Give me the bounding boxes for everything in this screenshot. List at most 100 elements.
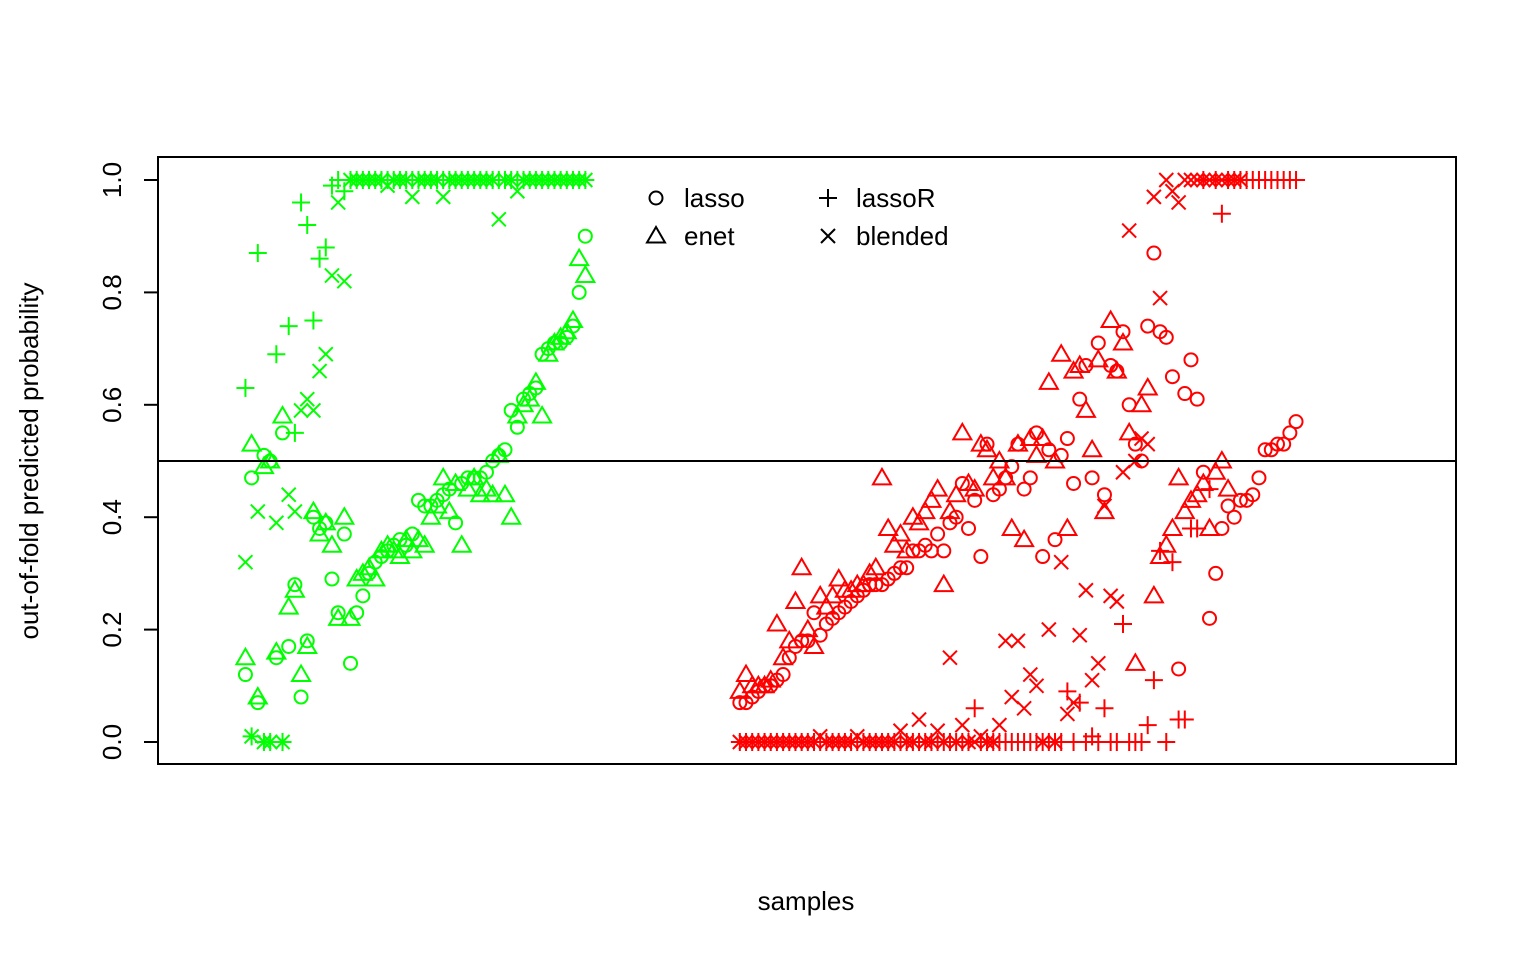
point-enet-group1: [438, 500, 461, 520]
point-enet-group1: [265, 641, 288, 660]
point-enet-group1: [420, 506, 442, 525]
point-blended-group2: [756, 734, 773, 750]
point-blended-group2: [905, 734, 921, 750]
point-enet-group2: [778, 629, 801, 649]
point-blended-group2: [831, 734, 847, 750]
point-lassoR-group1: [285, 423, 304, 442]
point-enet-group2: [1106, 360, 1128, 379]
point-lassoR-group2: [1287, 171, 1306, 189]
point-enet-group2: [1161, 517, 1184, 536]
point-enet-group2: [908, 511, 930, 531]
point-enet-group2: [1180, 489, 1202, 508]
point-blended-group2: [991, 717, 1008, 733]
point-enet-group2: [1038, 371, 1060, 390]
point-enet-group1: [352, 562, 374, 581]
point-enet-group2: [766, 612, 788, 632]
point-blended-group2: [948, 734, 964, 750]
point-blended-group1: [293, 402, 309, 419]
point-lasso-group2: [1232, 492, 1248, 508]
point-enet-group1: [364, 568, 386, 587]
point-lasso-group2: [1090, 335, 1106, 351]
point-blended-group2: [861, 734, 878, 750]
point-enet-group1: [290, 663, 312, 683]
point-lassoR-group2: [1095, 699, 1114, 718]
point-lasso-group1: [324, 571, 340, 587]
point-enet-group1: [543, 331, 566, 351]
point-enet-group2: [815, 596, 838, 615]
point-blended-group2: [1152, 290, 1168, 306]
point-blended-group2: [769, 734, 785, 750]
point-blended-group1: [571, 172, 587, 188]
point-blended-group1: [454, 172, 470, 188]
point-enet-group2: [988, 450, 1011, 469]
point-blended-group1: [250, 503, 266, 520]
point-blended-group1: [429, 172, 445, 188]
point-enet-group2: [1001, 517, 1023, 536]
point-blended-group2: [763, 734, 779, 750]
point-lasso-group2: [1251, 470, 1267, 486]
point-lasso-group2: [1270, 436, 1285, 452]
point-blended-group2: [917, 734, 933, 750]
point-blended-group1: [478, 172, 495, 188]
point-lasso-group2: [961, 520, 976, 536]
point-enet-group2: [1019, 427, 1042, 447]
y-tick-label: 0.4: [97, 499, 127, 535]
point-enet-group2: [883, 534, 906, 553]
point-enet-group2: [1069, 354, 1091, 373]
point-blended-group1: [441, 172, 458, 188]
point-enet-group2: [1186, 483, 1208, 503]
point-blended-group1: [386, 172, 402, 188]
point-enet-group2: [827, 568, 850, 587]
point-blended-group1: [305, 402, 322, 419]
point-blended-group2: [1096, 498, 1113, 514]
point-blended-group2: [936, 734, 952, 750]
legend-enet-label: enet: [684, 221, 735, 251]
point-blended-group1: [280, 487, 297, 503]
point-blended-group2: [1183, 172, 1199, 188]
point-blended-group2: [997, 633, 1014, 649]
point-lasso-group1: [355, 588, 371, 604]
point-blended-group2: [1016, 700, 1032, 716]
point-blended-group2: [1121, 222, 1137, 239]
point-blended-group1: [404, 189, 421, 205]
data-points: [234, 171, 1306, 751]
point-lasso-group2: [1189, 391, 1205, 407]
legend-lassoR-label: lassoR: [856, 183, 935, 213]
point-enet-group1: [271, 405, 294, 424]
point-lasso-group2: [1245, 487, 1261, 503]
point-enet-group1: [512, 393, 535, 413]
point-lasso-group2: [1226, 509, 1242, 525]
point-enet-group1: [327, 607, 349, 626]
point-enet-group2: [933, 573, 955, 593]
point-blended-group1: [262, 734, 278, 750]
point-enet-group1: [240, 433, 263, 452]
point-blended-group2: [1158, 172, 1174, 188]
point-enet-group2: [735, 663, 757, 683]
point-enet-group2: [939, 500, 961, 520]
point-blended-group2: [979, 734, 995, 750]
point-blended-group2: [929, 723, 946, 739]
point-enet-group1: [358, 556, 380, 576]
point-enet-group1: [302, 500, 325, 520]
point-blended-group2: [960, 734, 977, 750]
point-blended-group2: [892, 723, 909, 739]
point-blended-group2: [1220, 172, 1236, 188]
point-blended-group2: [1084, 672, 1100, 688]
point-enet-group1: [426, 494, 448, 514]
point-blended-group2: [1065, 694, 1082, 711]
point-blended-group1: [503, 172, 519, 188]
point-blended-group1: [336, 273, 353, 289]
point-enet-group2: [797, 618, 819, 638]
point-enet-group2: [920, 489, 943, 508]
point-blended-group2: [1170, 194, 1187, 211]
point-enet-group2: [914, 500, 936, 520]
point-enet-group2: [1174, 500, 1196, 520]
point-blended-group1: [237, 554, 254, 570]
point-blended-group1: [256, 734, 272, 750]
legend-lasso-symbol: [648, 190, 664, 206]
point-lasso-group2: [732, 695, 748, 711]
point-lasso-group1: [299, 633, 315, 649]
point-enet-group2: [1056, 517, 1079, 536]
point-lassoR-group1: [248, 244, 267, 263]
point-enet-group2: [784, 590, 807, 609]
